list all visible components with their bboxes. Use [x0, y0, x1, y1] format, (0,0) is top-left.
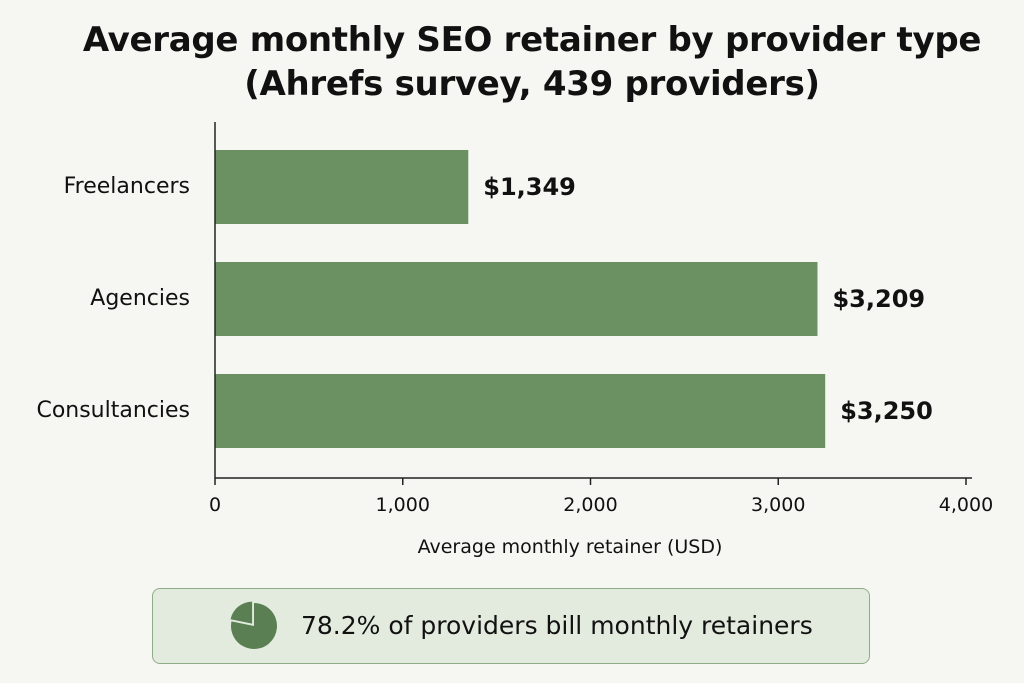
chart-title-line-2: (Ahrefs survey, 439 providers)	[244, 64, 820, 104]
pie-icon-main-slice	[231, 603, 277, 649]
value-label: $1,349	[483, 173, 576, 201]
bar	[215, 374, 826, 448]
bar-chart: Freelancers $1,349 Agencies $3,209 Consultan…	[36, 122, 993, 558]
callout-text: 78.2% of providers bill monthly retainer…	[301, 611, 813, 640]
x-tick-label: 2,000	[563, 494, 617, 516]
x-tick-label: 0	[209, 494, 221, 516]
bar	[215, 262, 818, 336]
category-label: Agencies	[90, 286, 190, 311]
x-tick-label: 4,000	[939, 494, 993, 516]
summary-callout: 78.2% of providers bill monthly retainer…	[152, 588, 870, 664]
x-tick-label: 1,000	[376, 494, 430, 516]
chart-title-line-1: Average monthly SEO retainer by provider…	[82, 20, 982, 60]
category-label: Consultancies	[36, 398, 190, 423]
pie-icon-small-slice	[230, 601, 253, 624]
pie-chart-icon	[230, 601, 277, 649]
value-label: $3,250	[840, 397, 933, 425]
x-tick-label: 3,000	[751, 494, 805, 516]
value-label: $3,209	[832, 285, 925, 313]
bar	[215, 150, 469, 224]
x-axis-label: Average monthly retainer (USD)	[418, 536, 723, 558]
category-label: Freelancers	[64, 174, 190, 199]
chart-title: Average monthly SEO retainer by provider…	[0, 18, 1024, 106]
